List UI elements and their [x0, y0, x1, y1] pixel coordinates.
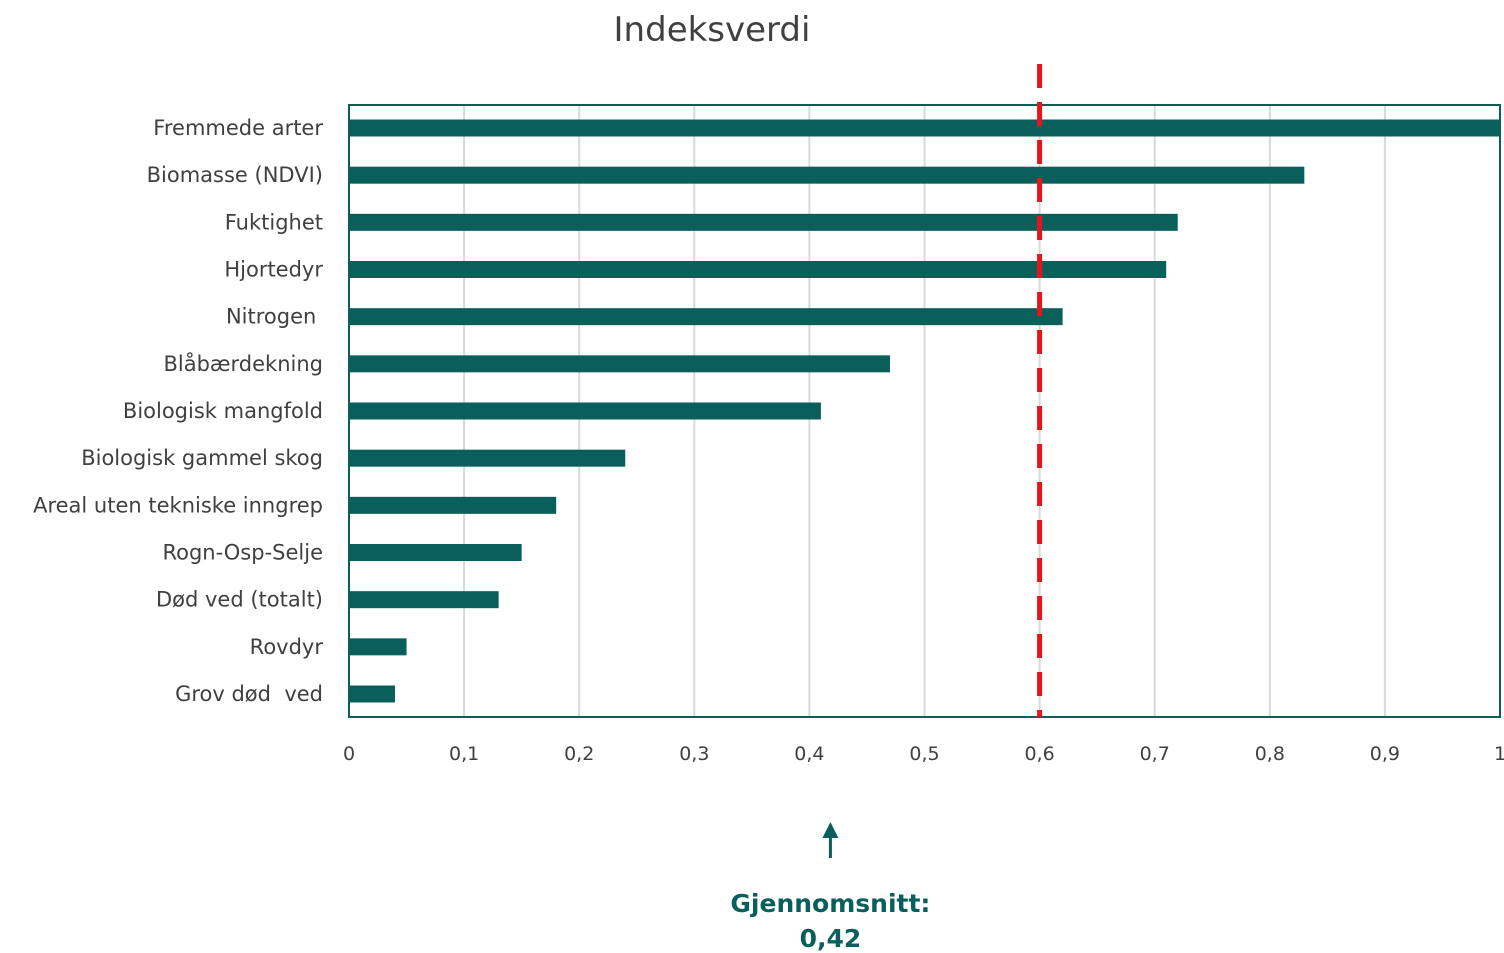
category-label: Biologisk mangfold [123, 399, 323, 423]
category-label: Nitrogen [226, 305, 323, 329]
bar [349, 591, 499, 609]
bars [349, 119, 1500, 703]
average-value: 0,42 [800, 924, 862, 953]
bar [349, 685, 396, 703]
x-tick-label: 0,8 [1255, 743, 1285, 765]
bar [349, 496, 557, 514]
bar [349, 402, 821, 420]
bar [349, 638, 407, 656]
x-tick-label: 0 [343, 743, 355, 765]
bar [349, 166, 1305, 184]
category-label: Rovdyr [250, 635, 324, 659]
bar [349, 355, 890, 373]
x-tick-label: 0,7 [1140, 743, 1170, 765]
category-label: Rogn-Osp-Selje [162, 541, 323, 565]
x-tick-label: 0,5 [909, 743, 939, 765]
x-tick-label: 0,9 [1370, 743, 1400, 765]
category-label: Død ved (totalt) [156, 588, 323, 612]
bar [349, 308, 1063, 326]
average-label: Gjennomsnitt: [730, 889, 930, 918]
bar [349, 449, 626, 467]
x-tick-label: 0,4 [794, 743, 824, 765]
plot-frame [348, 104, 1501, 718]
category-label: Fremmede arter [153, 116, 323, 140]
category-label: Grov død ved [175, 682, 323, 706]
category-label: Hjortedyr [224, 258, 323, 282]
category-label: Biologisk gammel skog [81, 446, 323, 470]
x-tick-label: 0,2 [564, 743, 594, 765]
category-label: Blåbærdekning [163, 351, 323, 376]
x-tick-labels: 0 0,1 0,2 0,3 0,4 0,5 0,6 0,7 0,8 0,9 1 [343, 743, 1504, 765]
bar [349, 544, 522, 561]
bar [349, 261, 1167, 278]
category-label: Areal uten tekniske inngrep [33, 493, 323, 517]
bar [349, 213, 1178, 231]
category-labels: Fremmede arter Biomasse (NDVI) Fuktighet Hj… [33, 116, 323, 706]
category-label: Fuktighet [225, 210, 323, 234]
category-label: Biomasse (NDVI) [147, 163, 323, 187]
x-tick-label: 0,1 [449, 743, 479, 765]
chart-title: Indeksverdi [614, 10, 811, 50]
average-arrow-head-icon [822, 822, 839, 838]
average-annotation: Gjennomsnitt: 0,42 [730, 822, 930, 953]
x-tick-label: 0,6 [1024, 743, 1054, 765]
bar [349, 119, 1500, 137]
x-tick-label: 0,3 [679, 743, 709, 765]
x-tick-label: 1 [1494, 743, 1504, 765]
